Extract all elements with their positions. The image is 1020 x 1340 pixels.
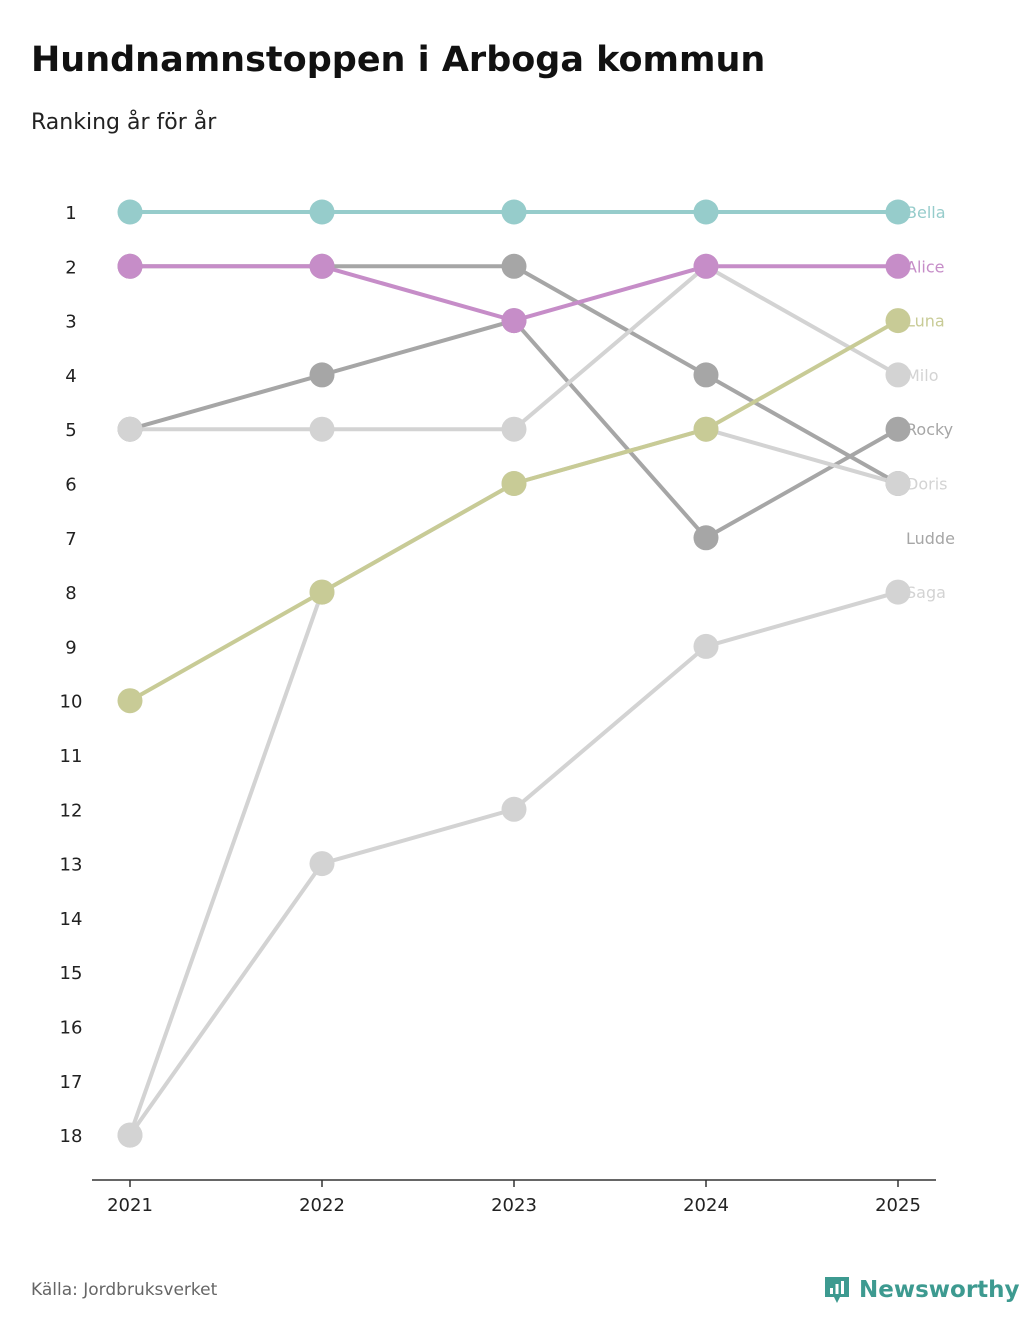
end-label-saga: Saga <box>906 583 946 602</box>
point-alice-2025[interactable] <box>885 253 911 279</box>
point-ludde-2023[interactable] <box>501 253 527 279</box>
point-ludde-2024[interactable] <box>693 362 719 388</box>
point-milo-2022[interactable] <box>309 416 335 442</box>
y-tick-label: 13 <box>60 855 83 876</box>
chart-subtitle: Ranking år för år <box>31 110 217 135</box>
point-rocky-2024[interactable] <box>693 525 719 551</box>
point-saga-2022[interactable] <box>309 851 335 877</box>
series-lines <box>128 210 900 1138</box>
end-label-rocky: Rocky <box>906 420 953 439</box>
end-label-doris: Doris <box>906 475 947 494</box>
brand-name: Newsworthy <box>859 1277 1020 1303</box>
point-bella-2024[interactable] <box>693 199 719 225</box>
point-bella-2022[interactable] <box>309 199 335 225</box>
y-tick-label: 16 <box>60 1018 83 1039</box>
series-line-saga[interactable] <box>128 590 900 1138</box>
point-luna-2025[interactable] <box>885 308 911 334</box>
y-tick-label: 5 <box>65 420 76 441</box>
point-alice-2022[interactable] <box>309 253 335 279</box>
point-alice-2023[interactable] <box>501 308 527 334</box>
x-tick-label: 2023 <box>491 1195 537 1216</box>
point-bella-2025[interactable] <box>885 199 911 225</box>
point-doris-2025[interactable] <box>885 471 911 496</box>
x-tick-label: 2022 <box>299 1195 345 1216</box>
end-label-bella: Bella <box>906 203 946 222</box>
series-points <box>117 199 911 1148</box>
y-tick-label: 4 <box>65 366 76 387</box>
point-milo-2023[interactable] <box>501 416 527 442</box>
end-label-milo: Milo <box>906 366 938 385</box>
point-luna-2022[interactable] <box>309 579 335 605</box>
point-alice-2024[interactable] <box>693 253 719 279</box>
source-note: Källa: Jordbruksverket <box>31 1280 218 1300</box>
y-tick-label: 18 <box>60 1126 83 1147</box>
point-luna-2024[interactable] <box>693 416 719 442</box>
y-tick-label: 17 <box>60 1072 83 1093</box>
point-milo-2025[interactable] <box>885 362 911 388</box>
x-tick-label: 2024 <box>683 1195 729 1216</box>
newsworthy-logo-icon <box>825 1277 849 1303</box>
y-tick-label: 7 <box>65 529 76 550</box>
x-axis-ticks: 2021 2022 2023 2024 2025 <box>107 1180 921 1216</box>
end-label-ludde: Ludde <box>906 529 955 548</box>
series-end-labels: Bella Alice Luna Milo Rocky Doris Ludde Saga <box>906 203 955 602</box>
point-alice-2021[interactable] <box>117 253 143 279</box>
point-luna-2023[interactable] <box>501 471 527 496</box>
point-milo-2021[interactable] <box>117 416 143 442</box>
point-bella-2021[interactable] <box>117 199 143 225</box>
x-tick-label: 2025 <box>875 1195 921 1216</box>
y-tick-label: 6 <box>65 475 76 496</box>
point-saga-2025[interactable] <box>885 579 911 605</box>
y-tick-label: 3 <box>65 312 76 333</box>
point-saga-2023[interactable] <box>501 796 527 822</box>
point-saga-2024[interactable] <box>693 633 719 659</box>
point-bella-2023[interactable] <box>501 199 527 225</box>
point-rocky-2025[interactable] <box>885 416 911 442</box>
y-tick-label: 11 <box>60 746 83 767</box>
y-tick-label: 9 <box>65 637 76 658</box>
series-line-milo[interactable] <box>128 264 900 432</box>
point-luna-2021[interactable] <box>117 688 143 714</box>
point-rocky-2022[interactable] <box>309 362 335 388</box>
point-saga-2021[interactable] <box>117 1122 143 1148</box>
y-tick-label: 8 <box>65 583 76 604</box>
y-tick-label: 14 <box>60 909 83 930</box>
y-tick-label: 15 <box>60 963 83 984</box>
y-tick-label: 2 <box>65 257 76 278</box>
y-tick-label: 1 <box>65 203 76 224</box>
series-line-doris[interactable] <box>128 427 900 1138</box>
end-label-luna: Luna <box>906 312 945 331</box>
chart-title: Hundnamnstoppen i Arboga kommun <box>31 40 766 80</box>
y-tick-label: 10 <box>60 692 83 713</box>
y-tick-label: 12 <box>60 800 83 821</box>
series-line-luna[interactable] <box>128 318 900 703</box>
x-tick-label: 2021 <box>107 1195 153 1216</box>
end-label-alice: Alice <box>906 257 944 276</box>
brand-logo[interactable]: Newsworthy <box>823 1274 1020 1306</box>
